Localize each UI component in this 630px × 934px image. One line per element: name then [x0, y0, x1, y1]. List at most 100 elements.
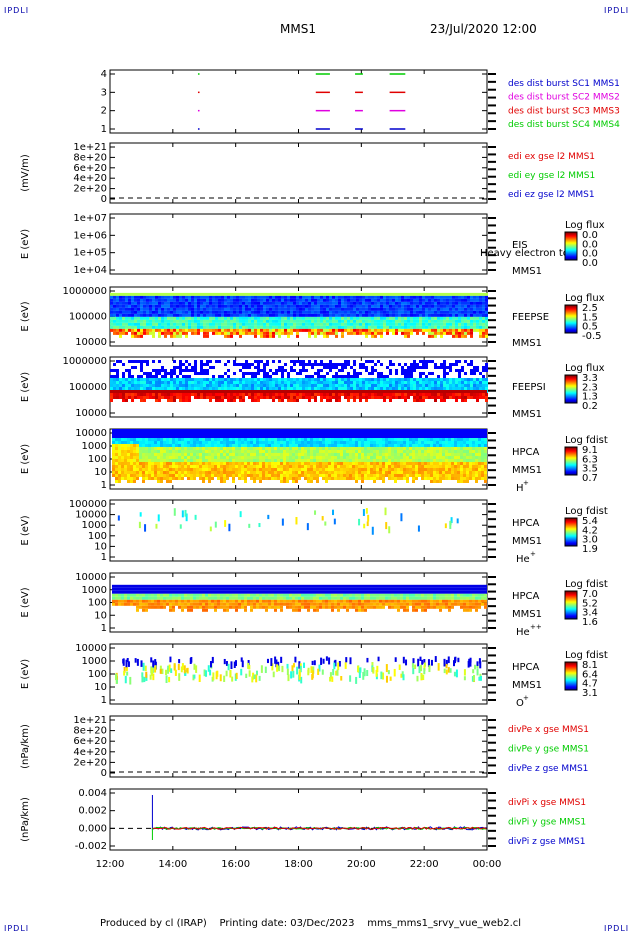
heatmap-cell	[155, 396, 158, 399]
heatmap-cell	[148, 444, 151, 447]
heatmap-cell	[116, 396, 119, 399]
heatmap-cell	[301, 471, 304, 474]
heatmap-cell	[344, 295, 347, 299]
heatmap-cell	[323, 298, 326, 302]
heatmap-cell	[245, 292, 248, 296]
heatmap-cell	[200, 393, 203, 396]
heatmap-cell	[274, 471, 277, 474]
heatmap-cell	[346, 444, 349, 447]
heatmap-cell	[325, 465, 328, 468]
heatmap-cell	[266, 307, 269, 311]
heatmap-cell	[116, 372, 119, 375]
heatmap-cell	[130, 477, 133, 480]
heatmap-cell	[223, 444, 226, 447]
heatmap-cell	[211, 462, 214, 465]
heatmap-cell	[377, 307, 380, 311]
heatmap-cell	[368, 360, 371, 363]
heatmap-cell	[250, 441, 253, 444]
heatmap-cell	[446, 381, 449, 384]
heatmap-cell	[214, 450, 217, 453]
heatmap-cell	[392, 378, 395, 381]
heatmap-cell	[305, 319, 308, 323]
heatmap-cell	[470, 331, 473, 335]
heatmap-cell	[290, 316, 293, 320]
heatmap-cell	[458, 375, 461, 378]
heatmap-cell	[485, 301, 488, 305]
heatmap-cell	[176, 307, 179, 311]
heatmap-cell	[323, 393, 326, 396]
heatmap-cell	[173, 292, 176, 296]
heatmap-cell	[125, 316, 128, 320]
heatmap-cell	[127, 441, 130, 444]
heatmap-cell	[332, 331, 335, 335]
heatmap-cell	[131, 334, 134, 338]
heatmap-cell	[205, 447, 208, 450]
heatmap-cell	[311, 387, 314, 390]
heatmap-cell	[268, 459, 271, 462]
heatmap-cell	[455, 298, 458, 302]
heatmap-cell	[292, 465, 295, 468]
colorbar-value: 0.5	[582, 322, 598, 333]
heatmap-cell	[218, 319, 221, 323]
heatmap-cell	[347, 399, 350, 402]
heatmap-cell	[341, 363, 344, 366]
heatmap-cell	[113, 363, 116, 366]
heatmap-cell	[356, 295, 359, 299]
heatmap-cell	[239, 292, 242, 296]
heatmap-cell	[287, 384, 290, 387]
heatmap-cell	[209, 304, 212, 308]
heatmap-cell	[265, 444, 268, 447]
heatmap-cell	[230, 322, 233, 326]
heatmap-cell	[326, 325, 329, 329]
spacecraft-label: MMS1	[512, 266, 542, 277]
heatmap-cell	[307, 477, 310, 480]
heatmap-cell	[172, 459, 175, 462]
heatmap-cell	[140, 360, 143, 363]
heatmap-cell	[371, 292, 374, 296]
heatmap-cell	[242, 399, 245, 402]
heatmap-cell	[124, 432, 127, 435]
heatmap-cell	[130, 450, 133, 453]
heatmap-cell	[416, 310, 419, 314]
heatmap-cell	[143, 331, 146, 335]
heatmap-cell	[182, 399, 185, 402]
heatmap-cell	[253, 471, 256, 474]
heatmap-cell	[479, 292, 482, 296]
heatmap-cell	[298, 477, 301, 480]
heatmap-cell	[334, 447, 337, 450]
heatmap-cell	[236, 316, 239, 320]
edge-mark	[488, 104, 496, 107]
colorbar-segment	[565, 309, 577, 311]
heatmap-cell	[226, 465, 229, 468]
heatmap-cell	[428, 328, 431, 332]
heatmap-cell	[272, 393, 275, 396]
heatmap-cell	[197, 298, 200, 302]
heatmap-cell	[377, 393, 380, 396]
heatmap-cell	[221, 331, 224, 335]
heatmap-cell	[380, 375, 383, 378]
heatmap-cell	[419, 378, 422, 381]
heatmap-cell	[274, 438, 277, 441]
y-tick-label: 8e+20	[73, 152, 107, 163]
heatmap-cell	[322, 477, 325, 480]
heatmap-cell	[425, 360, 428, 363]
heatmap-cell	[286, 480, 289, 483]
heatmap-cell	[386, 295, 389, 299]
heatmap-cell	[419, 310, 422, 314]
heatmap-cell	[161, 331, 164, 335]
heatmap-cell	[191, 307, 194, 311]
heatmap-cell	[437, 307, 440, 311]
heatmap-cell	[328, 447, 331, 450]
heatmap-cell	[209, 360, 212, 363]
heatmap-cell	[313, 444, 316, 447]
heatmap-cell	[142, 435, 145, 438]
heatmap-cell	[164, 304, 167, 308]
heatmap-cell	[331, 432, 334, 435]
heatmap-cell	[167, 304, 170, 308]
heatmap-cell	[389, 360, 392, 363]
heatmap-cell	[191, 393, 194, 396]
heatmap-cell	[143, 319, 146, 323]
heatmap-cell	[298, 447, 301, 450]
heatmap-cell	[215, 322, 218, 326]
heatmap-cell	[208, 471, 211, 474]
